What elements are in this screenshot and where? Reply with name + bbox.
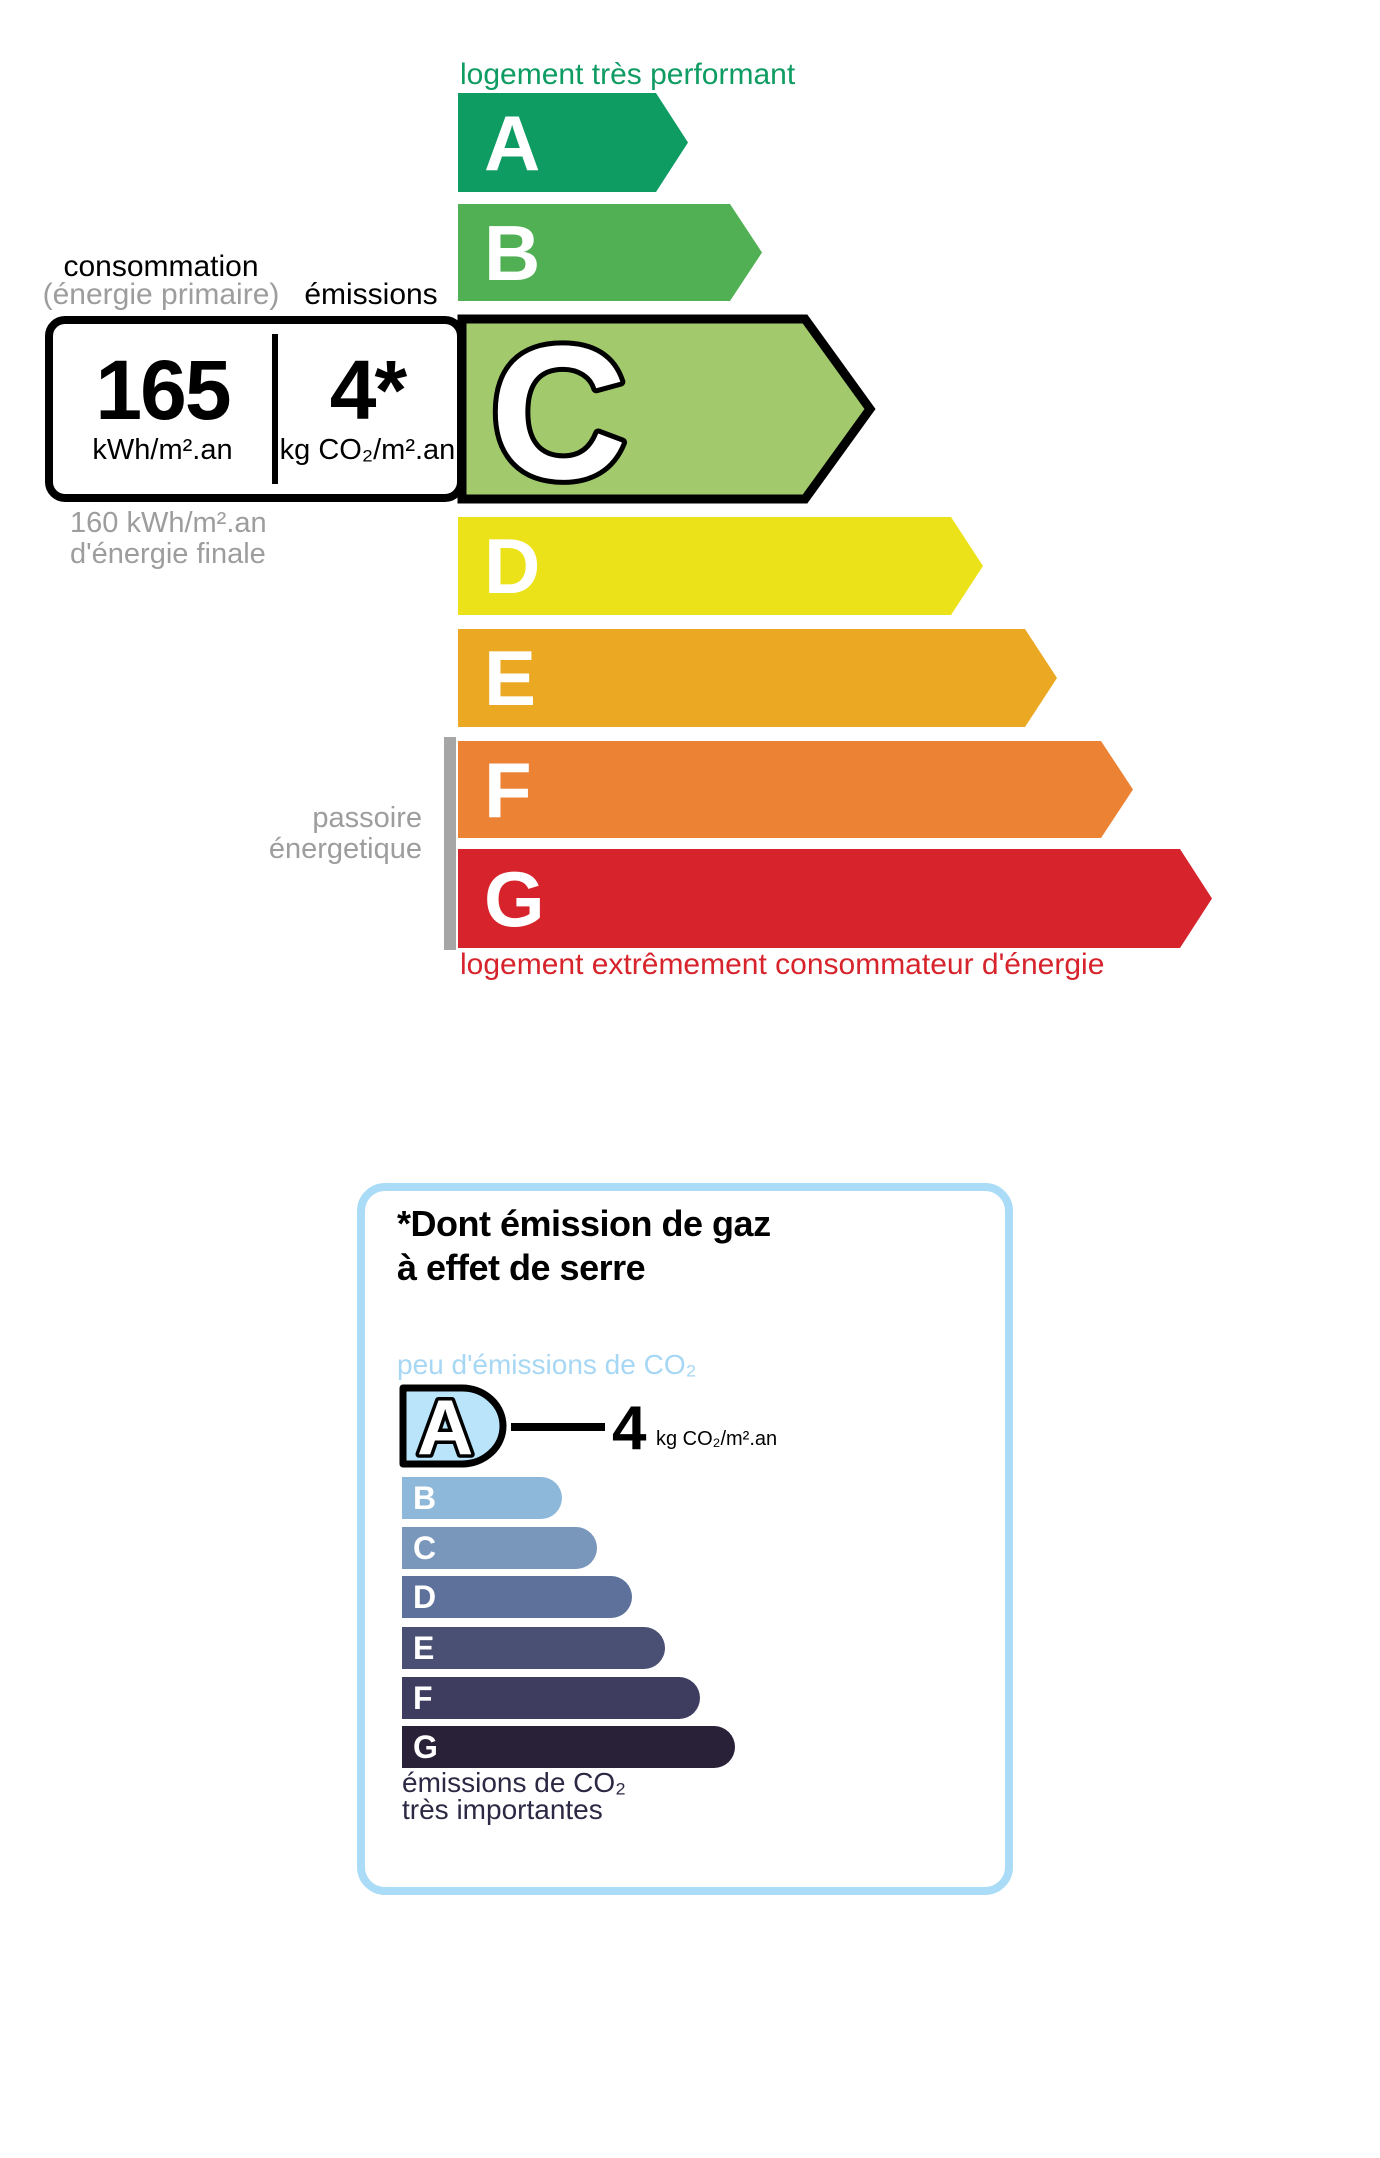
energy-bar-letter-c: C: [490, 311, 627, 507]
co2-bar-letter-e: E: [413, 1630, 435, 1666]
co2-panel-title: *Dont émission de gaz à effet de serre: [397, 1202, 771, 1290]
final-energy-note: 160 kWh/m².an d'énergie finale: [70, 508, 267, 570]
energy-bar-b: B: [458, 204, 762, 301]
bottom-performance-label: logement extrêmement consommateur d'éner…: [460, 948, 1105, 981]
consumption-subheader: (énergie primaire): [42, 278, 280, 311]
energy-bar-letter-b: B: [484, 208, 541, 297]
co2-bar-e: E: [402, 1627, 665, 1669]
energy-bar-c-shape: [457, 314, 876, 504]
value-box-divider: [272, 334, 278, 484]
co2-bar-f: F: [402, 1677, 700, 1719]
co2-value-connector-line: [511, 1423, 605, 1431]
final-energy-line1: 160 kWh/m².an: [70, 507, 267, 539]
co2-class-a-badge-letter: A: [417, 1383, 473, 1471]
energy-bar-e: E: [458, 629, 1057, 727]
emissions-header: émissions: [304, 278, 438, 311]
energy-bar-c-current: C: [457, 311, 876, 507]
energy-bar-letter-f: F: [484, 745, 532, 834]
final-energy-line2: d'énergie finale: [70, 538, 266, 570]
energy-sieve-bracket: [444, 737, 456, 950]
co2-high-line1: émissions de CO₂: [402, 1767, 627, 1798]
co2-unit: kg CO₂/m².an: [279, 433, 456, 466]
energy-bar-letter-g: G: [484, 854, 545, 943]
energy-bar-d: D: [458, 517, 983, 615]
co2-bar-b: B: [402, 1477, 562, 1519]
co2-scale-unit: kg CO₂/m².an: [656, 1428, 778, 1450]
co2-bar-letter-d: D: [413, 1579, 437, 1615]
energy-bar-a: A: [458, 93, 688, 192]
co2-bar-g: G: [402, 1726, 735, 1768]
co2-bar-c: C: [402, 1527, 597, 1569]
co2-title-line1: *Dont émission de gaz: [397, 1203, 771, 1244]
co2-bar-letter-b: B: [413, 1480, 437, 1516]
energy-value: 165: [95, 343, 231, 438]
energy-bar-letter-d: D: [484, 522, 541, 610]
consumption-header: consommation: [63, 250, 259, 283]
co2-title-line2: à effet de serre: [397, 1247, 646, 1288]
co2-class-a-badge: A: [399, 1381, 507, 1471]
energy-sieve-label: passoire énergetique: [250, 803, 422, 865]
co2-bar-letter-f: F: [413, 1680, 433, 1716]
energy-bar-letter-a: A: [484, 98, 541, 187]
co2-value-cell: 4* kg CO₂/m².an: [278, 324, 457, 494]
co2-value: 4*: [329, 343, 407, 438]
current-values-box: 165 kWh/m².an 4* kg CO₂/m².an: [45, 316, 465, 502]
co2-scale-value: 4: [612, 1394, 647, 1463]
co2-class-a-badge-shape: [399, 1384, 507, 1468]
co2-bar-letter-c: C: [413, 1530, 437, 1566]
co2-bar-letter-g: G: [413, 1729, 438, 1765]
energy-bar-letter-e: E: [484, 634, 537, 722]
co2-low-label: peu d'émissions de CO₂: [397, 1349, 697, 1380]
sieve-line1: passoire: [312, 802, 422, 834]
energy-bar-f: F: [458, 741, 1133, 838]
sieve-line2: énergetique: [268, 833, 422, 865]
co2-high-line2: très importantes: [402, 1794, 603, 1825]
co2-high-label: émissions de CO₂ très importantes: [402, 1767, 627, 1825]
top-performance-label: logement très performant: [460, 58, 796, 91]
energy-bar-g: G: [458, 849, 1212, 948]
energy-unit: kWh/m².an: [92, 433, 233, 466]
co2-bar-d: D: [402, 1576, 632, 1618]
energy-value-cell: 165 kWh/m².an: [53, 324, 272, 494]
